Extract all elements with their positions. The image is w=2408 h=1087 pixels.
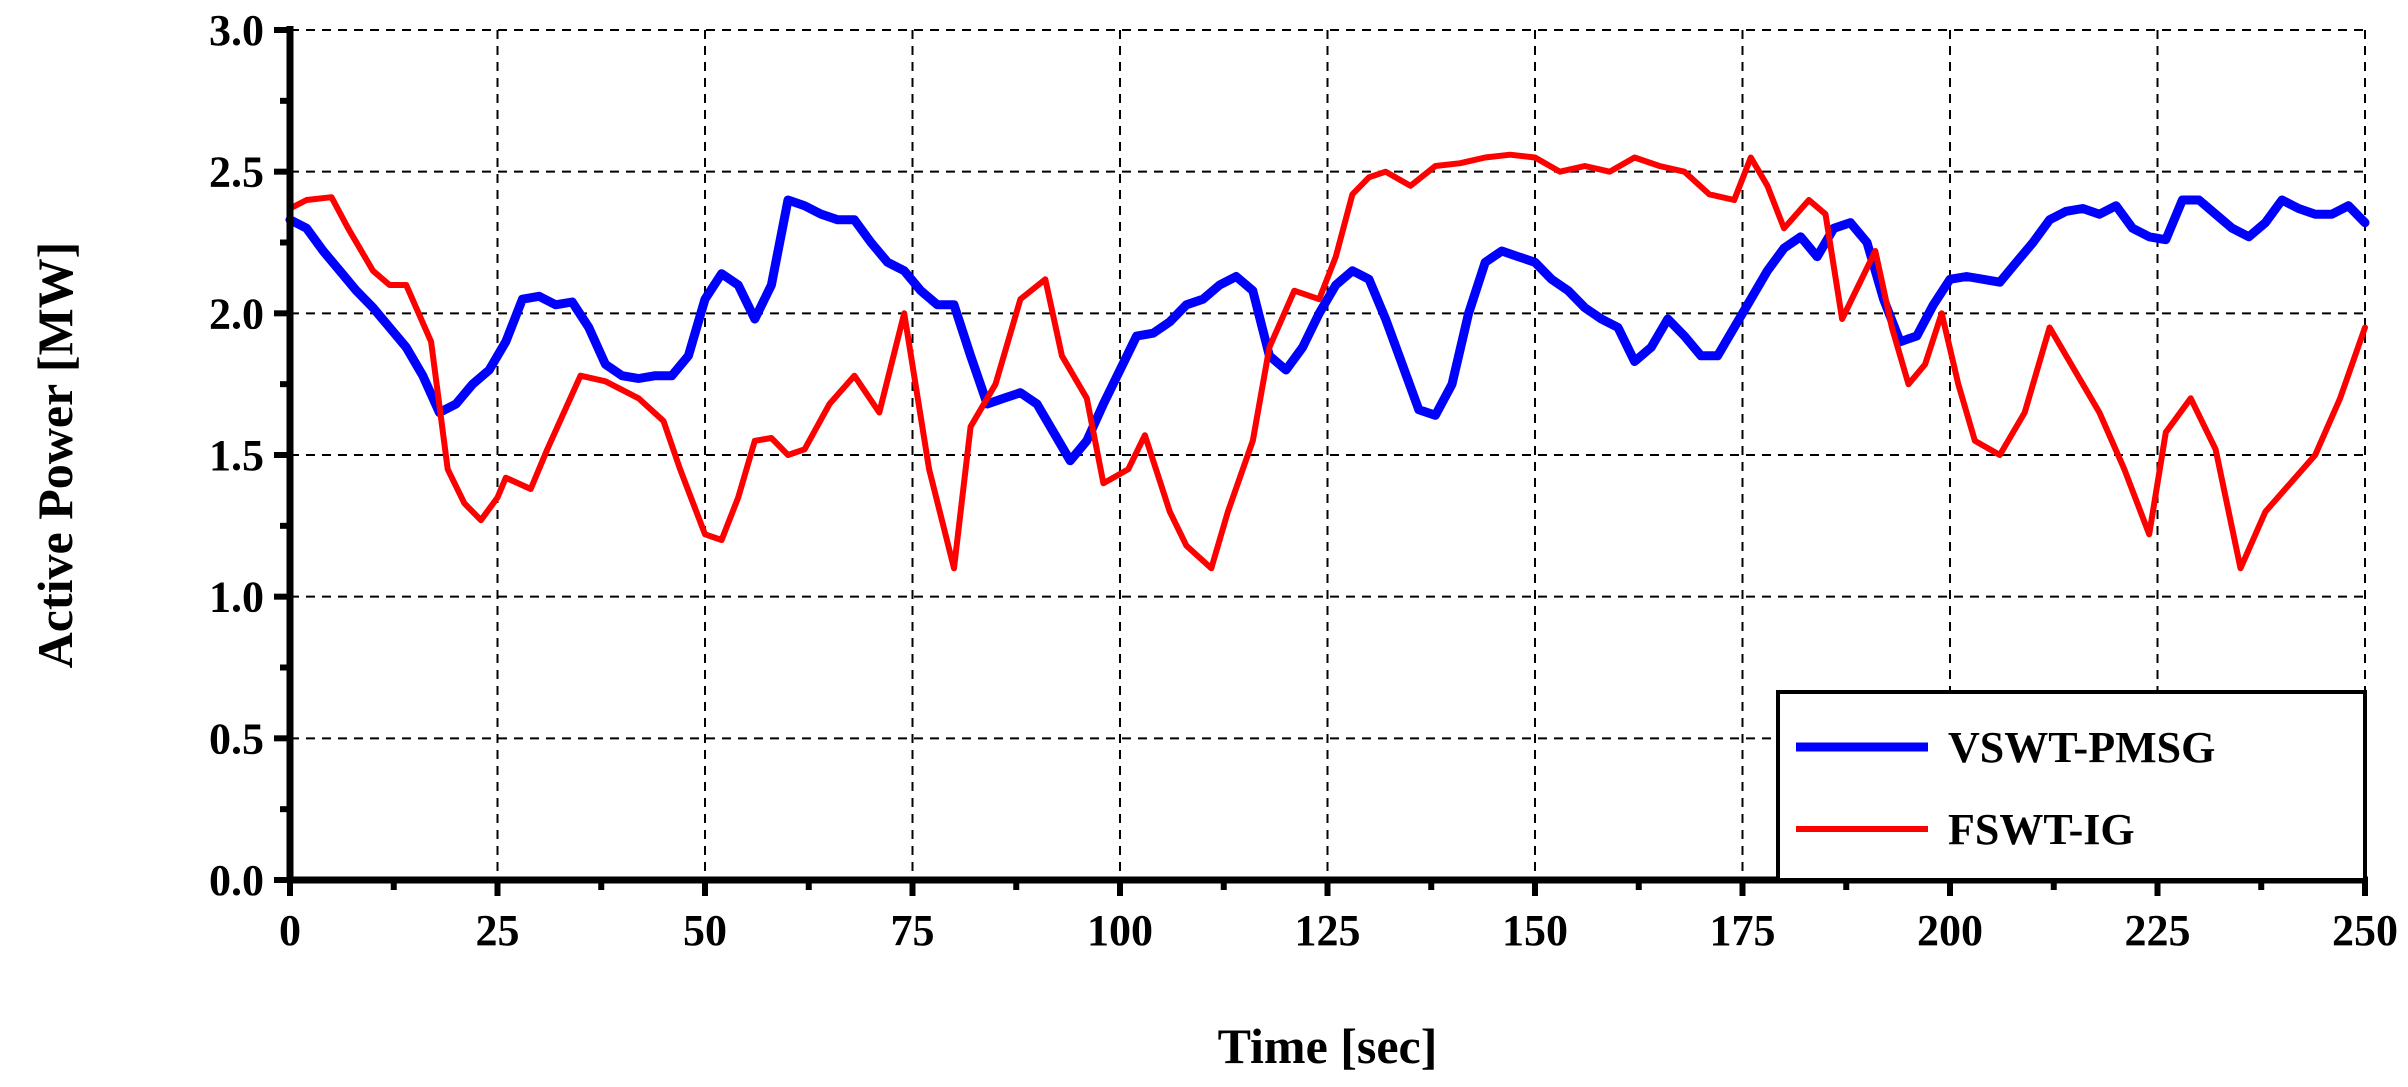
x-tick-label: 100 — [1087, 906, 1153, 955]
x-axis-title: Time [sec] — [1218, 1018, 1438, 1074]
legend: VSWT-PMSG FSWT-IG — [1776, 690, 2367, 882]
y-tick-label: 2.0 — [209, 289, 264, 338]
x-tick-label: 25 — [476, 906, 520, 955]
series-line-fswt-ig — [287, 151, 2368, 572]
x-tick-label: 50 — [683, 906, 727, 955]
x-tick-label: 0 — [279, 906, 301, 955]
x-tick-label: 75 — [891, 906, 935, 955]
y-tick-label: 0.5 — [209, 714, 264, 763]
x-tick-label: 200 — [1917, 906, 1983, 955]
tick-labels: 0 25 50 75 100 125 150 175 200 225 250 0.0 0.5 1.0 1.5… — [209, 6, 2398, 955]
series-line-vswt-pmsg — [285, 195, 2370, 466]
x-tick-label: 225 — [2125, 906, 2191, 955]
y-tick-label: 3.0 — [209, 6, 264, 55]
x-tick-label: 125 — [1295, 906, 1361, 955]
y-tick-label: 1.0 — [209, 573, 264, 622]
y-tick-label: 2.5 — [209, 148, 264, 197]
x-tick-label: 175 — [1710, 906, 1776, 955]
legend-label: VSWT-PMSG — [1948, 723, 2215, 772]
legend-label: FSWT-IG — [1948, 805, 2135, 854]
series-lines — [285, 151, 2370, 572]
y-axis-title: Active Power [MW] — [27, 242, 83, 669]
x-tick-label: 150 — [1502, 906, 1568, 955]
legend-box — [1776, 690, 2367, 882]
y-tick-label: 1.5 — [209, 431, 264, 480]
y-tick-label: 0.0 — [209, 856, 264, 905]
x-tick-label: 250 — [2332, 906, 2398, 955]
